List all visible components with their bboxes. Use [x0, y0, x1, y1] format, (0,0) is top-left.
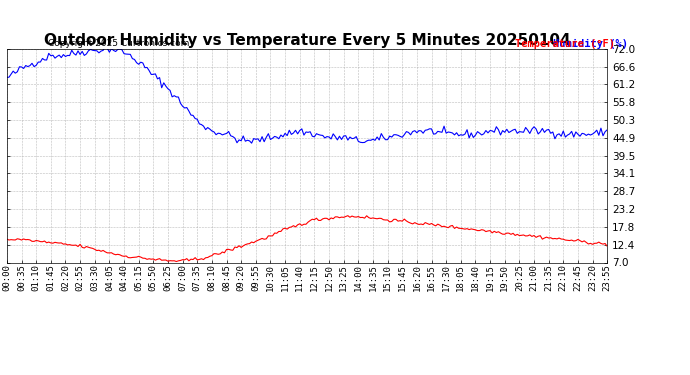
Text: Copyright 2025 Curtronics.com: Copyright 2025 Curtronics.com [48, 39, 190, 48]
Text: Humidity (%): Humidity (%) [553, 39, 628, 50]
Title: Outdoor Humidity vs Temperature Every 5 Minutes 20250104: Outdoor Humidity vs Temperature Every 5 … [43, 33, 571, 48]
Text: Temperature (°F): Temperature (°F) [515, 39, 628, 50]
